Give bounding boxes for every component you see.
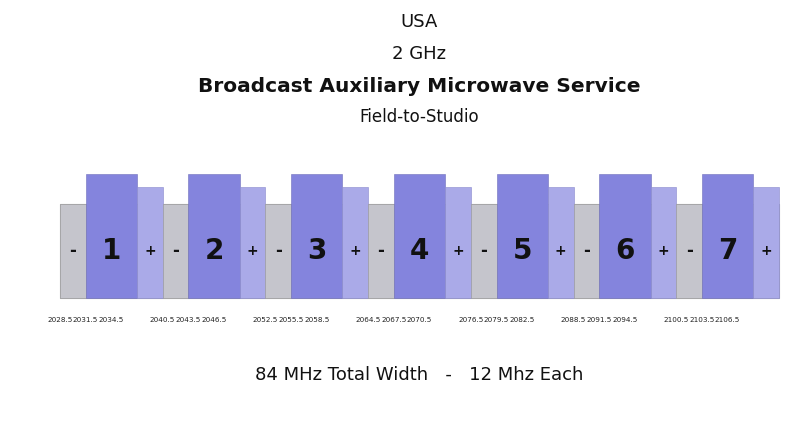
Bar [676, 204, 702, 298]
Text: +: + [761, 244, 772, 258]
Text: 7: 7 [718, 237, 737, 265]
Text: -: - [172, 242, 179, 260]
Bar [291, 174, 343, 298]
Text: 4: 4 [410, 237, 429, 265]
Text: 2064.5: 2064.5 [356, 317, 381, 323]
Bar [548, 187, 574, 298]
Text: -: - [377, 242, 384, 260]
Bar [650, 187, 676, 298]
Text: 2094.5: 2094.5 [612, 317, 638, 323]
Bar [574, 204, 599, 298]
Text: 3: 3 [307, 237, 327, 265]
Bar [753, 187, 779, 298]
Text: 2031.5: 2031.5 [73, 317, 98, 323]
Text: 2079.5: 2079.5 [484, 317, 509, 323]
Text: -: - [583, 242, 590, 260]
Bar [189, 174, 240, 298]
Text: 2040.5: 2040.5 [150, 317, 175, 323]
Text: 2046.5: 2046.5 [201, 317, 227, 323]
Text: 2103.5: 2103.5 [690, 317, 714, 323]
Bar [496, 174, 548, 298]
Text: -: - [275, 242, 282, 260]
Text: 2043.5: 2043.5 [176, 317, 201, 323]
Text: +: + [555, 244, 566, 258]
Text: 5: 5 [512, 237, 532, 265]
Bar [60, 204, 779, 298]
Bar [163, 204, 189, 298]
Text: 2052.5: 2052.5 [252, 317, 278, 323]
Text: 2076.5: 2076.5 [458, 317, 483, 323]
Text: USA: USA [401, 13, 438, 31]
Bar [368, 204, 394, 298]
Text: +: + [658, 244, 670, 258]
Text: -: - [686, 242, 693, 260]
Text: -: - [480, 242, 487, 260]
Bar [137, 187, 163, 298]
Text: +: + [349, 244, 361, 258]
Text: 2070.5: 2070.5 [407, 317, 432, 323]
Text: 2 GHz: 2 GHz [392, 45, 447, 62]
Text: 2058.5: 2058.5 [304, 317, 329, 323]
Bar [394, 174, 445, 298]
Text: 2088.5: 2088.5 [561, 317, 586, 323]
Bar [702, 174, 753, 298]
Text: -: - [70, 242, 76, 260]
Text: 2091.5: 2091.5 [586, 317, 612, 323]
Text: 84 MHz Total Width   -   12 Mhz Each: 84 MHz Total Width - 12 Mhz Each [256, 366, 583, 383]
Bar [85, 174, 137, 298]
Text: 2055.5: 2055.5 [278, 317, 304, 323]
Text: +: + [247, 244, 258, 258]
Bar [240, 187, 265, 298]
Text: 2100.5: 2100.5 [664, 317, 689, 323]
Bar [445, 187, 471, 298]
Text: 2106.5: 2106.5 [715, 317, 741, 323]
Text: 2034.5: 2034.5 [98, 317, 124, 323]
Text: 6: 6 [615, 237, 634, 265]
Bar [471, 204, 496, 298]
Bar [265, 204, 291, 298]
Text: Field-to-Studio: Field-to-Studio [360, 108, 479, 126]
Text: +: + [144, 244, 156, 258]
Text: 2: 2 [205, 237, 224, 265]
Text: Broadcast Auxiliary Microwave Service: Broadcast Auxiliary Microwave Service [198, 76, 641, 96]
Text: 2028.5: 2028.5 [47, 317, 73, 323]
Text: 2067.5: 2067.5 [381, 317, 407, 323]
Text: +: + [452, 244, 463, 258]
Bar [60, 204, 85, 298]
Text: 1: 1 [101, 237, 121, 265]
Text: 2082.5: 2082.5 [510, 317, 535, 323]
Bar [599, 174, 650, 298]
Bar [343, 187, 368, 298]
